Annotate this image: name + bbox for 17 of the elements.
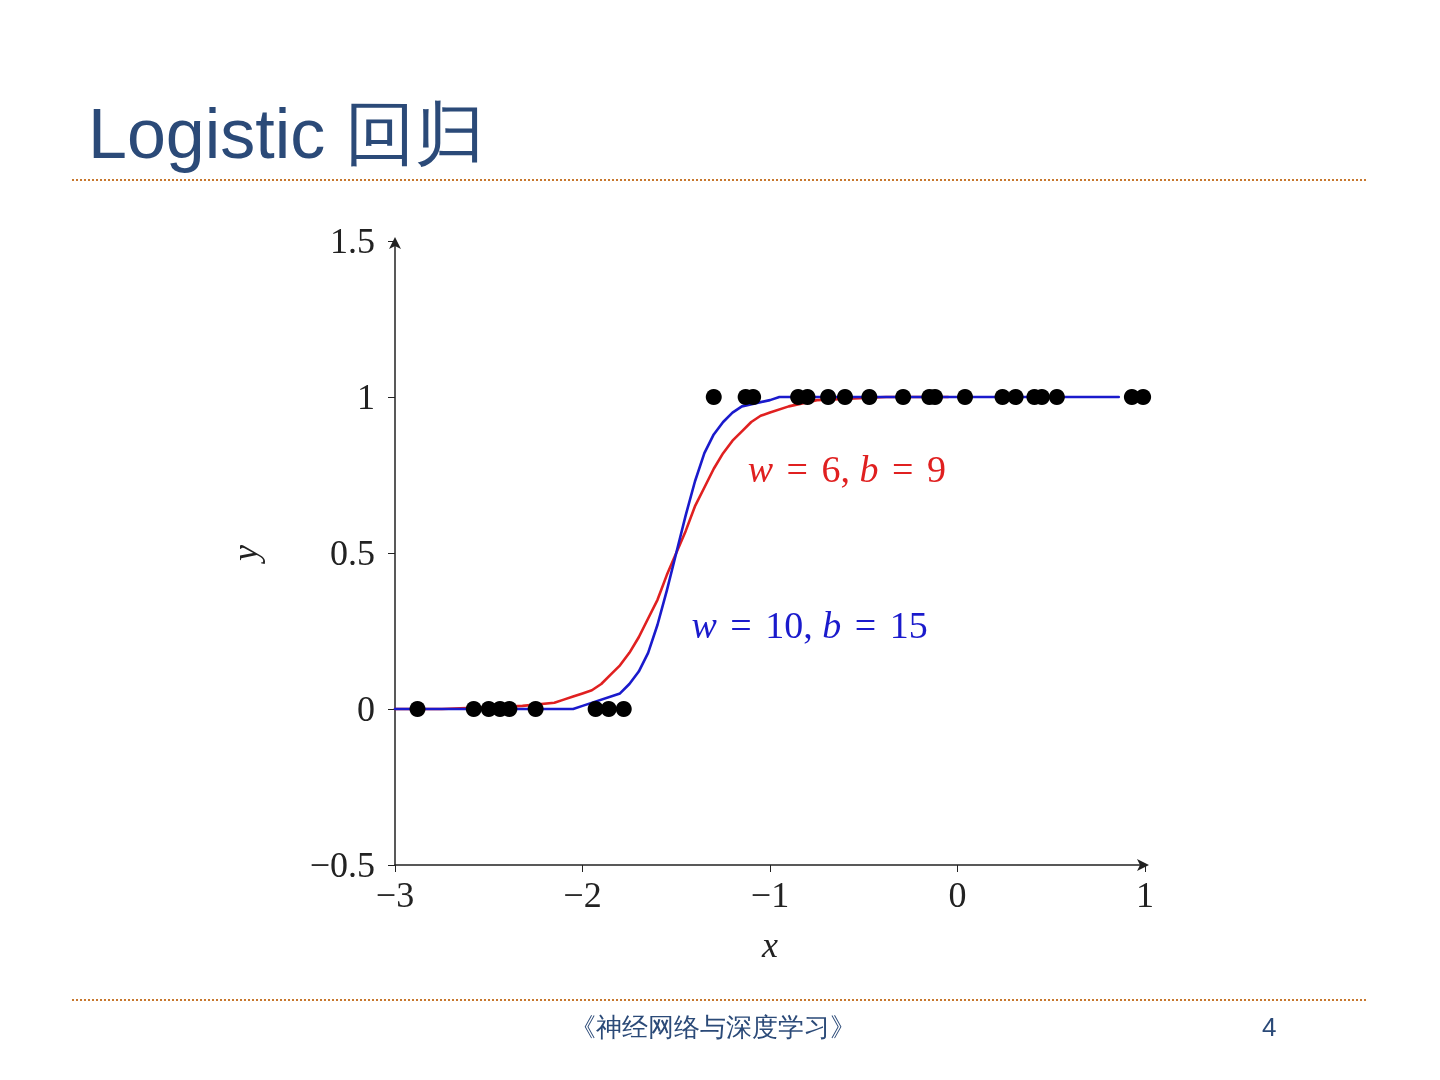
- y-axis-title: y: [225, 544, 265, 564]
- x-tick-label: −2: [563, 875, 602, 915]
- y-tick-label: 1: [357, 377, 375, 417]
- y-tick-label: −0.5: [309, 845, 375, 885]
- chart-title: Logistic 回归: [88, 95, 485, 173]
- y-tick-label: 0: [357, 689, 375, 729]
- text: 《神经网络与深度学习》: [569, 1012, 856, 1042]
- text: 4: [1262, 1012, 1277, 1043]
- x-tick-label: −3: [375, 875, 415, 915]
- x-tick-label: 1: [1136, 875, 1154, 915]
- series-label: w = 10, b = 15: [691, 603, 928, 646]
- y-tick-label: 1.5: [330, 221, 375, 261]
- series-label: w = 6, b = 9: [747, 447, 946, 490]
- x-tick-label: −1: [750, 875, 790, 915]
- x-axis-title: x: [761, 925, 779, 965]
- x-tick-label: 0: [948, 875, 967, 915]
- y-tick-label: 0.5: [330, 533, 375, 573]
